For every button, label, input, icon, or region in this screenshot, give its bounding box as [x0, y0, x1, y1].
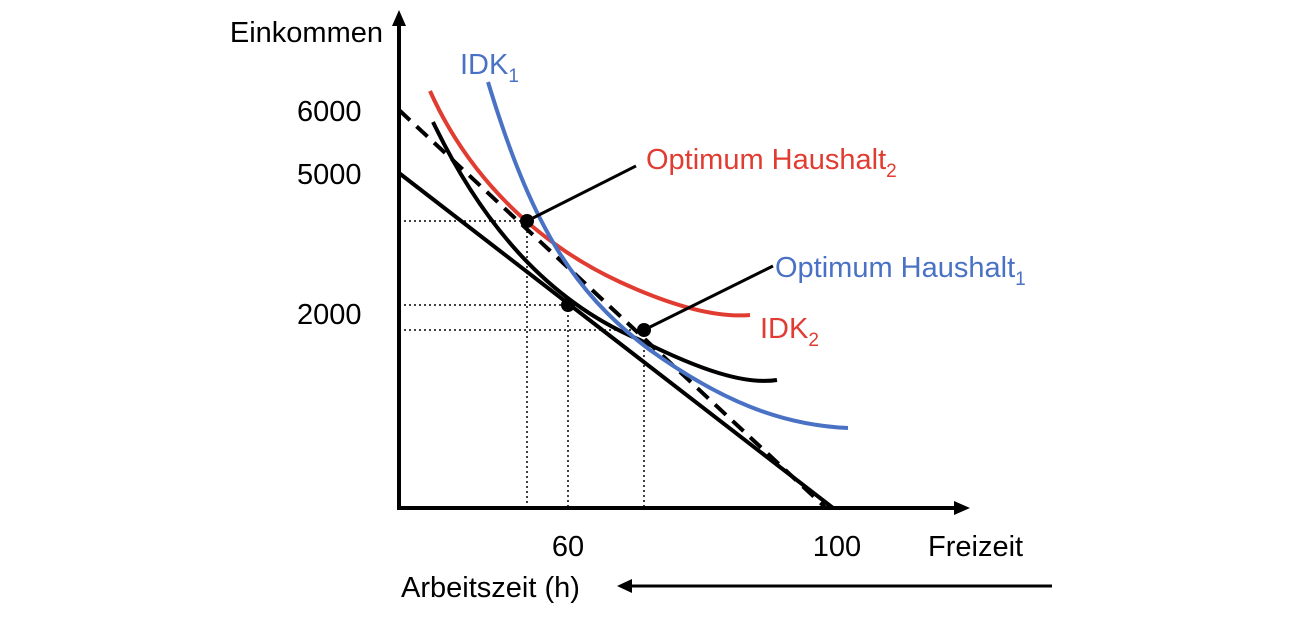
label-optimum-haushalt-1-main: Optimum Haushalt — [775, 252, 1015, 284]
label-idk1-main: IDK — [460, 49, 509, 81]
label-idk2-main: IDK — [760, 313, 809, 345]
indifference-curve-idk2 — [428, 90, 751, 318]
budget-line-5000 — [397, 171, 835, 510]
secondary-x-label: Arbeitszeit (h) — [401, 572, 580, 604]
x-tick-100: 100 — [813, 531, 861, 563]
point-optimum-original — [561, 298, 575, 312]
label-idk2: IDK2 — [760, 313, 819, 351]
label-optimum-haushalt-2-sub: 2 — [886, 161, 897, 182]
label-optimum-haushalt-2-main: Optimum Haushalt — [646, 144, 886, 176]
point-optimum-haushalt-2 — [520, 214, 534, 228]
y-axis-arrowhead — [392, 10, 406, 26]
indifference-curve-idk1 — [486, 81, 849, 430]
label-optimum-haushalt-1: Optimum Haushalt1 — [775, 252, 1026, 290]
guide-lines — [399, 220, 645, 508]
pointer-optimum-haushalt-1 — [643, 264, 774, 332]
indifference-curve-original — [431, 121, 778, 383]
label-idk1-sub: 1 — [508, 66, 519, 87]
x-axis-arrowhead — [954, 501, 970, 515]
arbeitszeit-arrowhead — [617, 579, 632, 593]
label-optimum-haushalt-2: Optimum Haushalt2 — [646, 144, 897, 182]
y-tick-6000: 6000 — [297, 96, 362, 128]
y-tick-2000: 2000 — [297, 299, 362, 331]
label-idk1: IDK1 — [460, 49, 519, 87]
x-tick-60: 60 — [552, 531, 584, 563]
budget-line-6000 — [397, 108, 828, 510]
y-tick-5000: 5000 — [297, 159, 362, 191]
point-optimum-haushalt-1 — [637, 323, 651, 337]
y-axis-label: Einkommen — [230, 17, 383, 49]
x-axis-label: Freizeit — [928, 531, 1023, 563]
pointer-optimum-haushalt-2 — [526, 164, 637, 223]
label-optimum-haushalt-1-sub: 1 — [1015, 269, 1026, 290]
label-idk2-sub: 2 — [808, 330, 819, 351]
